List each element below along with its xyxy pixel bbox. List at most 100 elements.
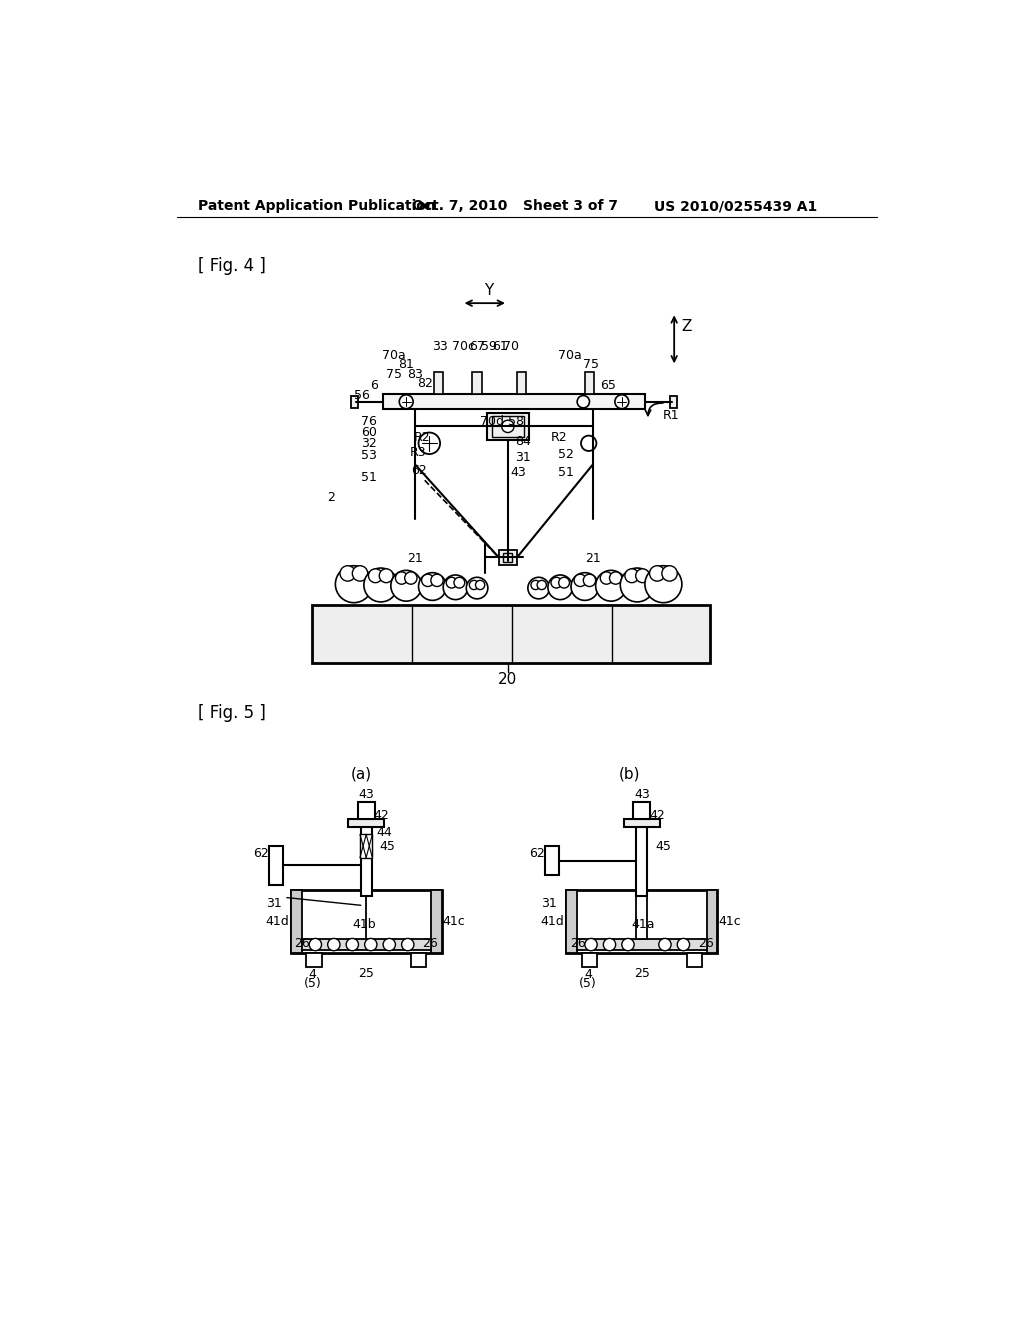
Circle shape: [336, 566, 373, 603]
Circle shape: [636, 569, 649, 582]
Text: 26: 26: [422, 937, 438, 950]
Bar: [625, 818, 659, 826]
Circle shape: [475, 581, 484, 590]
Text: R2: R2: [414, 430, 430, 444]
Text: 43: 43: [634, 788, 649, 801]
Bar: [351, 396, 358, 408]
Bar: [582, 953, 597, 966]
Bar: [578, 940, 707, 950]
Text: 25: 25: [634, 966, 650, 979]
Circle shape: [379, 569, 393, 582]
Bar: [431, 890, 441, 953]
Circle shape: [584, 574, 596, 586]
Circle shape: [662, 566, 677, 581]
Circle shape: [454, 577, 465, 589]
Text: 31: 31: [515, 450, 531, 463]
Text: 52: 52: [558, 449, 573, 462]
Text: US 2010/0255439 A1: US 2010/0255439 A1: [654, 199, 817, 213]
Text: 67: 67: [469, 339, 485, 352]
Bar: [291, 890, 441, 953]
Circle shape: [645, 566, 682, 603]
Circle shape: [446, 577, 457, 589]
Text: 75: 75: [583, 358, 599, 371]
Text: 62: 62: [411, 463, 426, 477]
Text: 42: 42: [649, 809, 666, 822]
Text: Patent Application Publication: Patent Application Publication: [199, 199, 436, 213]
Text: 60: 60: [361, 426, 377, 440]
Bar: [301, 940, 431, 950]
Text: 83: 83: [408, 367, 423, 380]
Bar: [311, 605, 711, 663]
Text: 25: 25: [358, 966, 374, 979]
Circle shape: [528, 577, 550, 599]
Circle shape: [383, 939, 395, 950]
Text: 51: 51: [558, 466, 573, 479]
Text: 26: 26: [294, 937, 310, 950]
Text: 32: 32: [361, 437, 377, 450]
Bar: [360, 834, 373, 858]
Circle shape: [600, 572, 612, 585]
Circle shape: [399, 395, 413, 409]
Text: 45: 45: [655, 840, 672, 853]
Circle shape: [531, 581, 541, 590]
Text: 84: 84: [515, 436, 531, 449]
Text: 41c: 41c: [442, 915, 465, 928]
Text: [ Fig. 5 ]: [ Fig. 5 ]: [199, 704, 266, 722]
Text: 59: 59: [481, 339, 498, 352]
Text: R1: R1: [663, 409, 679, 422]
Text: 65: 65: [600, 379, 615, 392]
Text: (b): (b): [618, 767, 640, 781]
Circle shape: [352, 566, 368, 581]
Text: 62: 62: [529, 847, 545, 861]
Text: 70: 70: [503, 339, 519, 352]
Circle shape: [404, 572, 417, 585]
Bar: [487, 412, 528, 441]
Bar: [269, 846, 283, 884]
Circle shape: [596, 570, 627, 601]
Text: (5): (5): [303, 977, 322, 990]
Text: 26: 26: [698, 937, 714, 950]
Text: 20: 20: [499, 672, 517, 688]
Text: 58: 58: [508, 416, 523, 428]
Circle shape: [469, 581, 478, 590]
Text: 21: 21: [408, 552, 423, 565]
Circle shape: [603, 939, 615, 950]
Text: R2: R2: [550, 430, 567, 444]
Bar: [499, 549, 517, 565]
Circle shape: [571, 573, 599, 601]
Circle shape: [581, 436, 596, 451]
Circle shape: [443, 576, 468, 599]
Circle shape: [309, 939, 322, 950]
Text: 4: 4: [584, 968, 592, 981]
Text: 70a: 70a: [558, 348, 582, 362]
Text: 43: 43: [358, 788, 374, 801]
Text: Z: Z: [681, 318, 691, 334]
Text: 31: 31: [542, 898, 557, 911]
Text: 62: 62: [254, 847, 269, 861]
Text: (5): (5): [579, 977, 597, 990]
Circle shape: [502, 420, 514, 433]
Text: 4: 4: [308, 968, 316, 981]
Text: 51: 51: [361, 471, 377, 484]
Text: 31: 31: [266, 898, 282, 911]
Circle shape: [625, 569, 639, 582]
Circle shape: [395, 572, 408, 585]
Bar: [637, 890, 647, 940]
Text: 45: 45: [380, 840, 395, 853]
Circle shape: [431, 574, 443, 586]
Circle shape: [585, 939, 597, 950]
Circle shape: [551, 577, 562, 589]
Text: Sheet 3 of 7: Sheet 3 of 7: [523, 199, 618, 213]
Bar: [585, 372, 594, 393]
Circle shape: [369, 569, 382, 582]
Bar: [566, 890, 717, 953]
Text: 33: 33: [432, 339, 447, 352]
Text: 41c: 41c: [718, 915, 741, 928]
Bar: [634, 803, 650, 818]
Text: 2: 2: [327, 491, 335, 504]
Bar: [670, 396, 677, 408]
Circle shape: [538, 581, 547, 590]
Circle shape: [622, 939, 634, 950]
Text: 70d: 70d: [480, 416, 505, 428]
Circle shape: [365, 939, 377, 950]
